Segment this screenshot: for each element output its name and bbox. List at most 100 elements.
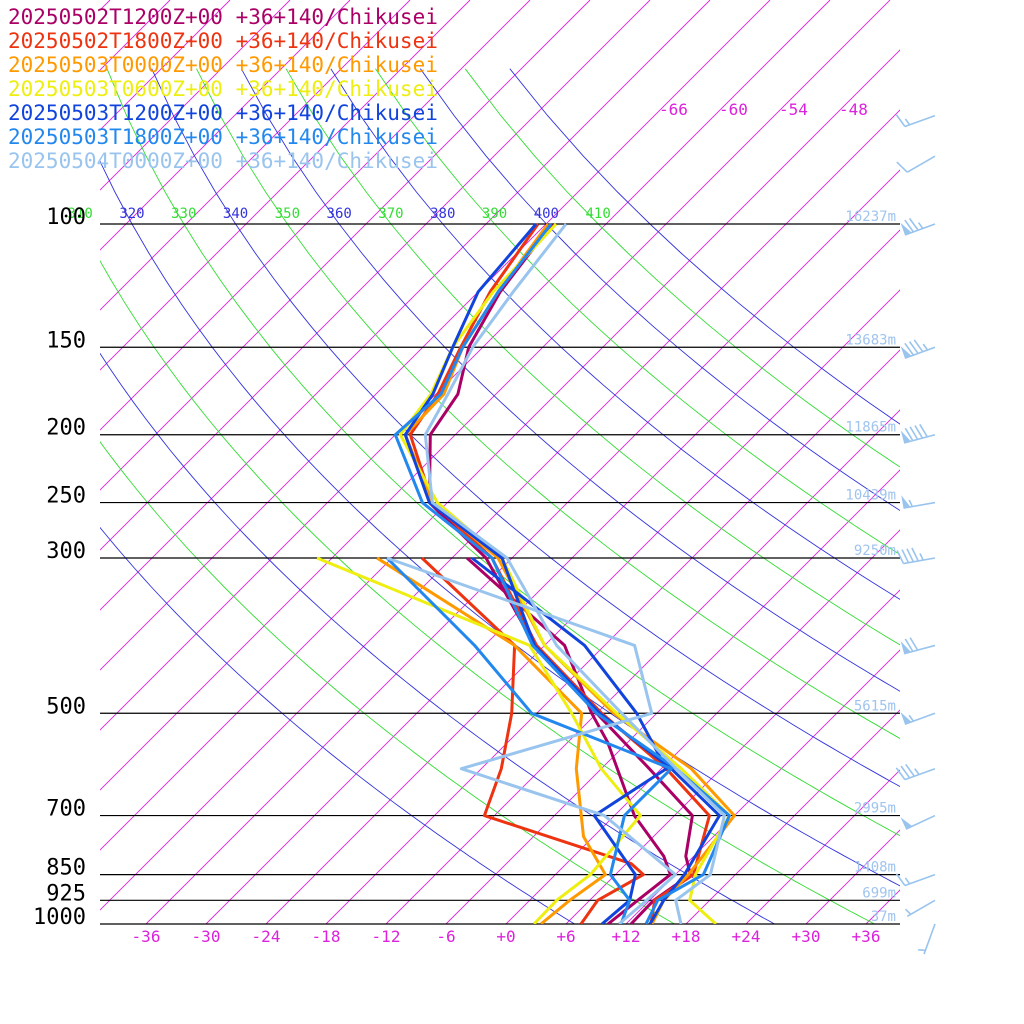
isotherm-line	[100, 0, 291, 191]
isotherm-line	[685, 709, 900, 924]
theta-label: 410	[586, 206, 611, 222]
isotherm-line	[865, 889, 900, 924]
dry-adiabat-360	[240, 68, 900, 692]
legend-entry: 20250503T0600Z+00 +36+140/Chikusei	[8, 77, 438, 101]
temp-tick-label: +36	[852, 927, 881, 946]
wind-barb	[896, 547, 936, 565]
isotherm-line	[100, 0, 651, 551]
theta-label: 360	[327, 206, 352, 222]
isotherm-line	[205, 229, 900, 924]
isotherm-line	[100, 0, 411, 311]
wind-barb	[895, 763, 936, 781]
dewpoint-line-0	[465, 556, 672, 924]
isotherm-top-label: -60	[719, 100, 748, 119]
wind-barb	[895, 873, 936, 887]
dewpoint-line-5	[385, 556, 673, 924]
height-label: 10439m	[845, 488, 896, 504]
theta-label: 310	[68, 206, 93, 222]
pressure-label: 200	[46, 416, 86, 441]
dewpoint-line-3	[316, 556, 642, 924]
theta-label: 400	[534, 206, 559, 222]
temperature-line-1	[408, 223, 711, 924]
temp-tick-label: +30	[792, 927, 821, 946]
height-labels: 16237m 13683m 11865m 10439m 9250m 5615m 2995m 1…	[845, 209, 896, 925]
legend-entry: 20250502T1800Z+00 +36+140/Chikusei	[8, 29, 438, 53]
dry-adiabat-350	[196, 68, 900, 739]
height-label: 699m	[862, 885, 896, 901]
legend: 20250502T1200Z+00 +36+140/Chikusei202505…	[8, 5, 438, 173]
temp-tick-label: -18	[312, 927, 341, 946]
temp-tick-label: +6	[556, 927, 575, 946]
dry-adiabat-280	[100, 526, 575, 924]
height-label: 2995m	[854, 801, 896, 817]
wind-barb	[900, 217, 936, 236]
dry-adiabat-400	[419, 68, 900, 512]
temp-tick-label: -12	[372, 927, 401, 946]
dry-adiabat-390	[375, 68, 900, 556]
isotherm-line	[325, 349, 900, 924]
isotherm-top-label: -54	[779, 100, 808, 119]
isotherm-line	[805, 829, 900, 924]
theta-label: 350	[275, 206, 300, 222]
dry-adiabat-370	[285, 68, 900, 646]
temp-tick-label: -24	[252, 927, 281, 946]
temperature-line-2	[403, 223, 736, 924]
dewpoint-line-6	[386, 556, 677, 924]
wind-barb	[901, 495, 936, 509]
isotherm-line	[100, 49, 900, 851]
dewpoint-line-2	[376, 556, 607, 924]
pressure-label: 1000	[33, 905, 86, 930]
isotherm-line	[100, 0, 831, 731]
isotherm-line	[100, 0, 531, 431]
height-label: 16237m	[845, 209, 896, 225]
isotherm-line	[100, 0, 771, 671]
theta-label: 330	[171, 206, 196, 222]
height-label: 9250m	[854, 543, 896, 559]
isotherm-line	[265, 289, 900, 924]
legend-entry: 20250503T0000Z+00 +36+140/Chikusei	[8, 53, 438, 77]
pressure-label: 700	[46, 797, 86, 822]
pressure-label: 250	[46, 484, 86, 509]
theta-label: 380	[430, 206, 455, 222]
wind-barb	[900, 637, 936, 655]
pressure-label: 925	[46, 881, 86, 906]
temp-tick-label: -36	[132, 927, 161, 946]
wind-barbs	[895, 114, 936, 955]
temp-tick-label: +0	[496, 927, 515, 946]
isotherm-line	[100, 109, 900, 911]
theta-label: 390	[482, 206, 507, 222]
background-grid	[100, 0, 900, 924]
isotherm-line	[385, 409, 900, 924]
wind-barb	[918, 923, 936, 955]
height-label: 1408m	[854, 860, 896, 876]
dry-adiabat-290	[100, 441, 675, 924]
theta-label: 340	[223, 206, 248, 222]
temp-tick-label: -6	[436, 927, 455, 946]
temp-tick-label: +12	[612, 927, 641, 946]
height-label: 5615m	[854, 698, 896, 714]
legend-entry: 20250502T1200Z+00 +36+140/Chikusei	[8, 5, 438, 29]
height-label: 37m	[871, 909, 896, 925]
height-label: 13683m	[845, 332, 896, 348]
isotherm-line	[505, 529, 900, 924]
wind-barb	[900, 339, 936, 359]
dry-adiabat-340	[151, 68, 900, 788]
wind-barb	[904, 899, 936, 917]
temp-tick-label: +24	[732, 927, 761, 946]
dry-adiabat-300	[100, 352, 775, 924]
legend-entry: 20250503T1200Z+00 +36+140/Chikusei	[8, 101, 438, 125]
pressure-label: 500	[46, 694, 86, 719]
isotherm-line	[445, 469, 900, 924]
isotherm-top-label: -48	[839, 100, 868, 119]
wind-barb	[896, 155, 936, 173]
legend-entry: 20250503T1800Z+00 +36+140/Chikusei	[8, 125, 438, 149]
dry-adiabat-420	[509, 68, 900, 425]
temperature-line-3	[398, 222, 731, 924]
isotherm-line	[565, 589, 900, 924]
dry-adiabat-330	[106, 68, 900, 837]
temperature-line-4	[403, 223, 721, 924]
pressure-label: 300	[46, 539, 86, 564]
wind-barb	[900, 814, 936, 830]
isotherm-line	[145, 169, 900, 924]
